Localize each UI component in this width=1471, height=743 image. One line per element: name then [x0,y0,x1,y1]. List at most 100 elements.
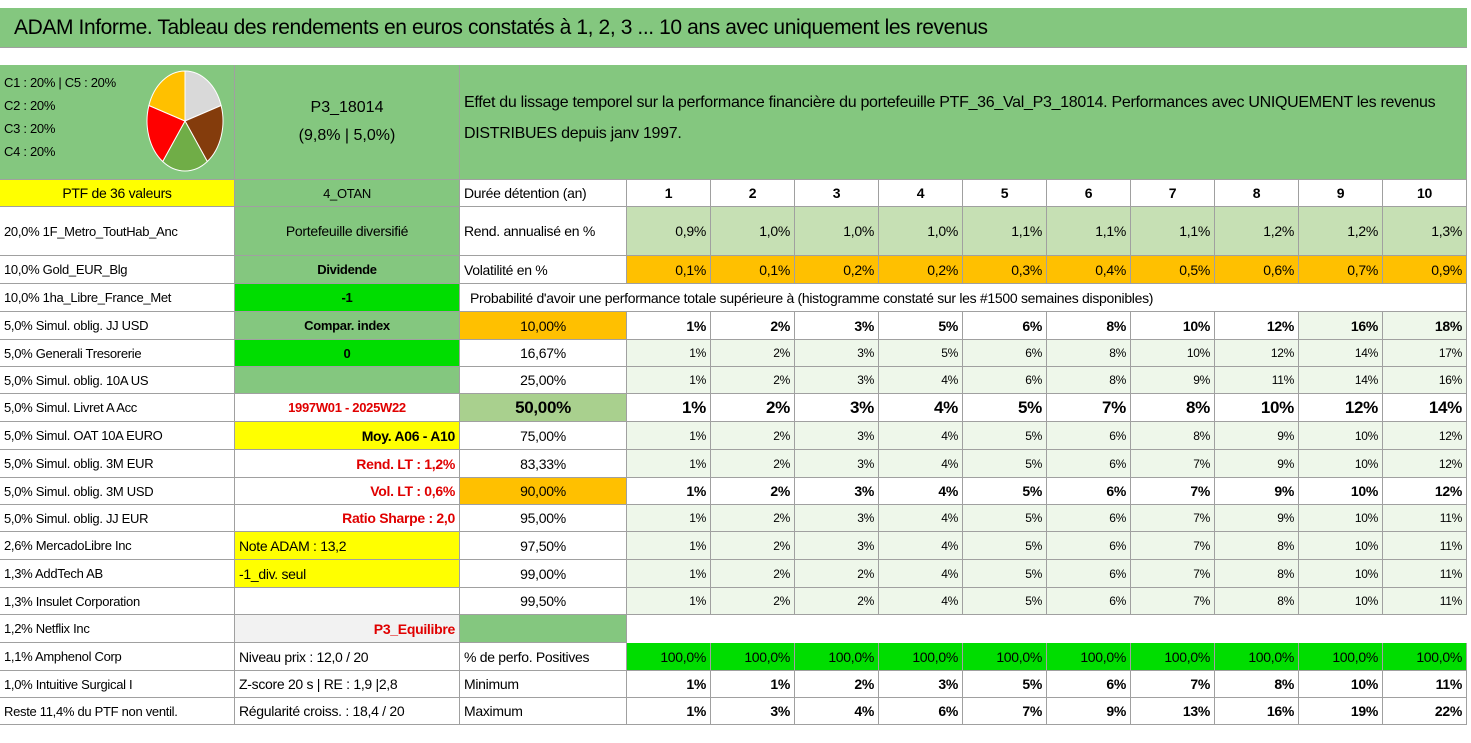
value-cell: 7% [1131,478,1215,505]
value-cell: 1,2% [1215,207,1299,256]
value-cell: 10% [1299,422,1383,450]
value-cell: 10% [1215,394,1299,422]
value-cell: 8% [1131,422,1215,450]
value-cell: 1% [711,671,795,698]
value-cell: 1,1% [963,207,1047,256]
value-cell: 100,0% [711,643,795,671]
value-cell: 6% [1047,450,1131,478]
info-cell: P3_Equilibre [235,615,460,643]
value-cell: 5% [879,340,963,367]
row-label: 5,0% Simul. Livret A Acc [0,394,235,422]
info-cell: Note ADAM : 13,2 [235,532,460,560]
value-cell: 5% [963,671,1047,698]
value-cell: 2% [795,560,879,588]
value-cell: 11% [1383,588,1467,615]
value-cell: 8% [1047,340,1131,367]
value-cell: 2% [711,422,795,450]
value-cell: 4% [879,478,963,505]
value-cell: 14% [1299,367,1383,394]
value-cell: 1,0% [795,207,879,256]
empty-cell [1380,284,1467,312]
value-cell: 12% [1383,478,1467,505]
info-cell: 0 [235,340,460,367]
value-cell: 100,0% [1047,643,1131,671]
value-cell: 100,0% [1299,643,1383,671]
metric-label: 75,00% [460,422,627,450]
row-label: 1,2% Netflix Inc [0,615,235,643]
row-label: PTF de 36 valeurs [0,180,235,207]
value-cell: 6% [963,312,1047,340]
value-cell: 16% [1299,312,1383,340]
value-cell: 2% [711,560,795,588]
value-cell: 10% [1131,312,1215,340]
value-cell: 0,1% [711,256,795,284]
value-cell: 14% [1299,340,1383,367]
value-cell: 3% [795,422,879,450]
value-cell: 2% [711,340,795,367]
value-cell: 10% [1299,505,1383,532]
value-cell: 14% [1383,394,1467,422]
value-cell: 11% [1383,505,1467,532]
value-cell: 0,5% [1131,256,1215,284]
value-cell: 5% [963,588,1047,615]
row-label: 5,0% Simul. oblig. JJ EUR [0,505,235,532]
row-label: 5,0% Simul. oblig. 3M USD [0,478,235,505]
value-cell: 1,1% [1047,207,1131,256]
value-cell: 2% [711,505,795,532]
value-cell: 7% [1131,671,1215,698]
legend-entry: C3 : 20% [4,121,56,136]
value-cell: 1% [627,478,711,505]
value-cell: 12% [1215,312,1299,340]
info-cell: Rend. LT : 1,2% [235,450,460,478]
value-cell: 8% [1215,532,1299,560]
row-label: 2,6% MercadoLibre Inc [0,532,235,560]
row-label: 1,3% Insulet Corporation [0,588,235,615]
value-cell: 16% [1215,698,1299,725]
value-cell: 18% [1383,312,1467,340]
value-cell: 13% [1131,698,1215,725]
value-cell: 11% [1383,560,1467,588]
info-cell [235,367,460,394]
value-cell: 7% [963,698,1047,725]
value-cell: 5% [963,422,1047,450]
value-cell: 100,0% [1131,643,1215,671]
value-cell: 8% [1215,671,1299,698]
value-cell: 1% [627,367,711,394]
pie-slice [184,104,224,163]
value-cell: 100,0% [627,643,711,671]
header-cell: Durée détention (an) [460,180,627,207]
value-cell: 0,1% [627,256,711,284]
value-cell: 1,0% [711,207,795,256]
column-header: 5 [963,180,1047,207]
value-cell: 1% [627,422,711,450]
value-cell: 3% [795,394,879,422]
value-cell: 1% [627,698,711,725]
value-cell: 10% [1131,340,1215,367]
value-cell: 2% [795,671,879,698]
info-cell: -1 [235,284,460,312]
value-cell: 5% [879,312,963,340]
row-label: 5,0% Simul. oblig. JJ USD [0,312,235,340]
value-cell: 4% [879,422,963,450]
value-cell: 17% [1383,340,1467,367]
value-cell: 12% [1383,422,1467,450]
metric-label: % de perfo. Positives [460,643,627,671]
title: ADAM Informe. Tableau des rendements en … [0,8,1467,48]
value-cell: 12% [1299,394,1383,422]
value-cell: 4% [879,394,963,422]
value-cell: 1% [627,671,711,698]
row-label: 5,0% Simul. oblig. 10A US [0,367,235,394]
value-cell: 6% [1047,532,1131,560]
value-cell: 6% [1047,422,1131,450]
value-cell: 7% [1131,505,1215,532]
value-cell: 2% [711,478,795,505]
value-cell: 6% [963,367,1047,394]
value-cell: 3% [711,698,795,725]
value-cell: 6% [879,698,963,725]
value-cell: 5% [963,394,1047,422]
value-cell: 8% [1215,588,1299,615]
legend-entry: C4 : 20% [4,144,56,159]
metric-label: 90,00% [460,478,627,505]
value-cell: 11% [1215,367,1299,394]
